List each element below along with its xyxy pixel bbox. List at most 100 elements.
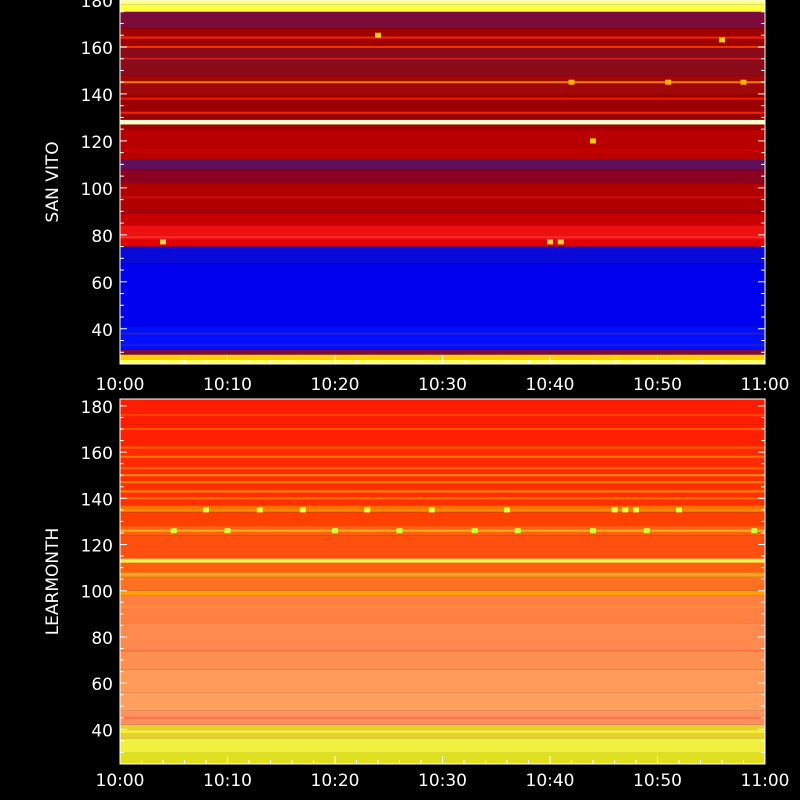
san-vito-station-label: SAN VITO: [43, 141, 63, 222]
interference-line: [120, 332, 765, 335]
burst-mark: [665, 79, 672, 85]
spectrum-band: [120, 349, 765, 355]
spectrum-band: [120, 326, 765, 350]
interference-line: [120, 481, 765, 484]
interference-line: [120, 497, 765, 500]
interference-line: [120, 414, 765, 417]
burst-mark: [428, 507, 435, 513]
spectrum-band: [120, 512, 765, 527]
interference-line: [120, 455, 765, 458]
x-tick-label: 10:50: [633, 771, 682, 791]
x-tick-label: 10:10: [203, 375, 252, 395]
spectrum-band: [120, 4, 765, 12]
x-tick-label: 10:50: [633, 375, 682, 395]
burst-mark: [203, 507, 209, 513]
spectrum-band: [120, 11, 765, 29]
interference-line: [120, 559, 765, 562]
interference-line: [120, 236, 765, 239]
spectrum-band: [120, 692, 765, 711]
spectrum-band: [120, 119, 765, 125]
spectrum-band: [120, 572, 765, 577]
y-tick-label: 140: [81, 490, 113, 510]
spectrum-band: [120, 590, 765, 596]
spectrum-band: [120, 75, 765, 94]
burst-mark: [375, 32, 381, 38]
spectrum-band: [120, 159, 765, 170]
burst-mark: [256, 507, 263, 513]
spectrum-band: [120, 576, 765, 591]
burst-mark: [633, 507, 639, 513]
y-tick-label: 80: [91, 227, 113, 247]
interference-line: [120, 344, 765, 347]
spectrum-band: [120, 124, 765, 130]
interference-line: [120, 605, 765, 608]
interference-line: [120, 111, 765, 114]
spectrum-band: [120, 669, 765, 693]
burst-mark: [224, 528, 231, 534]
learmonth-spectrogram-image: [119, 398, 766, 765]
spectrum-band: [120, 623, 765, 651]
x-tick-label: 10:40: [526, 375, 575, 395]
interference-line: [120, 446, 765, 449]
burst-mark: [364, 507, 371, 513]
interference-line: [120, 716, 765, 719]
y-tick-label: 40: [91, 721, 113, 741]
burst-mark: [471, 528, 478, 534]
burst-mark: [547, 239, 553, 245]
interference-line: [120, 196, 765, 199]
interference-line: [120, 149, 765, 152]
burst-mark: [504, 507, 510, 513]
san-vito-x-axis: 10:00 10:10 10:20 10:30 10:40 10:50 11:00: [96, 356, 790, 395]
interference-line: [120, 36, 765, 39]
burst-mark: [557, 239, 564, 245]
burst-mark: [299, 507, 306, 513]
spectrum-band: [120, 0, 765, 5]
spectrum-band: [120, 475, 765, 506]
y-tick-label: 160: [81, 39, 113, 59]
interference-line: [120, 81, 765, 84]
burst-mark: [332, 528, 338, 534]
burst-mark: [643, 528, 650, 534]
spectrum-band: [120, 505, 765, 513]
interference-line: [120, 97, 765, 100]
x-tick-label: 10:30: [418, 375, 467, 395]
spectrum-band: [120, 213, 765, 226]
spectrum-band: [120, 650, 765, 670]
spectrum-band: [120, 447, 765, 476]
y-tick-label: 180: [81, 398, 113, 418]
x-tick-label: 11:00: [741, 771, 790, 791]
spectrum-band: [120, 246, 765, 264]
interference-line: [120, 490, 765, 493]
y-tick-label: 120: [81, 133, 113, 153]
spectrum-band: [120, 424, 765, 448]
interference-line: [120, 529, 765, 532]
burst-mark: [396, 528, 403, 534]
x-tick-label: 10:20: [311, 771, 360, 791]
burst-mark: [590, 528, 596, 534]
interference-line: [120, 730, 765, 733]
san-vito-y-axis: 40 60 80 100 120 140 160 180: [81, 0, 765, 365]
burst-mark: [170, 528, 177, 534]
spectrum-band: [120, 129, 765, 160]
x-tick-label: 10:00: [96, 375, 145, 395]
burst-mark: [740, 79, 747, 85]
burst-mark: [514, 528, 521, 534]
y-tick-label: 40: [91, 321, 113, 341]
interference-line: [120, 467, 765, 470]
burst-mark: [611, 507, 618, 513]
y-tick-label: 180: [81, 0, 113, 12]
spectrum-band: [120, 183, 765, 210]
burst-mark: [590, 138, 596, 144]
spectrum-band: [120, 225, 765, 240]
y-tick-label: 100: [81, 583, 113, 603]
interference-line: [120, 57, 765, 60]
y-tick-label: 60: [91, 675, 113, 695]
spectrum-band: [120, 738, 765, 753]
x-tick-label: 11:00: [741, 375, 790, 395]
spectrum-band: [120, 399, 765, 425]
y-tick-label: 120: [81, 537, 113, 557]
spectrum-band: [120, 535, 765, 559]
x-tick-label: 10:30: [418, 771, 467, 791]
burst-mark: [676, 507, 682, 513]
